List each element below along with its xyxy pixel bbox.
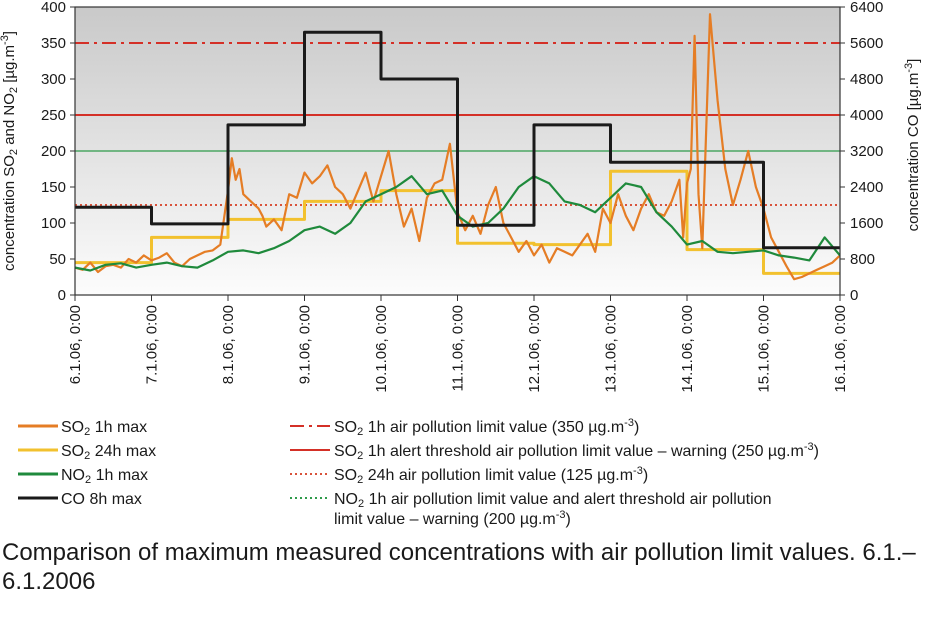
y-left-tick-label: 0 [58, 287, 66, 304]
x-tick-label: 12.1.06, 0:00 [526, 305, 543, 393]
y-left-tick-label: 300 [41, 71, 66, 88]
y-right-tick-label: 6400 [850, 0, 883, 16]
y-left-tick-label: 150 [41, 179, 66, 196]
y-right-tick-label: 0 [850, 287, 858, 304]
chart-caption: Comparison of maximum measured concentra… [2, 539, 916, 595]
x-tick-label: 13.1.06, 0:00 [603, 305, 620, 393]
legend-entry: NO2​ 1h max [61, 467, 148, 486]
y-left-tick-label: 400 [41, 0, 66, 16]
y-right-axis-title: concentration CO [µg.m-3​] [903, 59, 922, 232]
y-right-tick-label: 4800 [850, 71, 883, 88]
legend-entry: NO2​ 1h air pollution limit value and al… [334, 491, 771, 510]
y-right-tick-label: 5600 [850, 35, 883, 52]
x-tick-label: 6.1.06, 0:00 [67, 305, 84, 384]
x-tick-label: 8.1.06, 0:00 [220, 305, 237, 384]
y-right-tick-label: 800 [850, 251, 875, 268]
legend-entry: SO2​ 1h air pollution limit value (350 µ… [334, 417, 639, 438]
x-tick-label: 15.1.06, 0:00 [756, 305, 773, 393]
y-right-tick-label: 1600 [850, 215, 883, 232]
legend-entry: SO2​ 1h alert threshold air pollution li… [334, 441, 819, 462]
legend-entry: CO 8h max [61, 491, 142, 508]
y-left-tick-label: 50 [49, 251, 66, 268]
legend-entry: SO2​ 24h air pollution limit value (125 … [334, 465, 648, 486]
y-left-tick-label: 350 [41, 35, 66, 52]
legend-entry: limit value – warning (200 µg.m-3​) [334, 509, 571, 528]
x-tick-label: 11.1.06, 0:00 [450, 305, 467, 391]
y-right-tick-label: 2400 [850, 179, 883, 196]
x-tick-label: 7.1.06, 0:00 [144, 305, 161, 384]
legend-entry: SO2​ 24h max [61, 443, 156, 462]
y-left-axis-title: concentration SO2​ and NO2​ [µg.m-3​] [0, 31, 20, 271]
y-right-tick-label: 4000 [850, 107, 883, 124]
x-tick-label: 9.1.06, 0:00 [297, 305, 314, 384]
y-right-tick-label: 3200 [850, 143, 883, 160]
y-left-tick-label: 200 [41, 143, 66, 160]
y-left-tick-label: 250 [41, 107, 66, 124]
legend-entry: SO2​ 1h max [61, 419, 147, 438]
x-tick-label: 10.1.06, 0:00 [373, 305, 390, 393]
series-line-3 [75, 30, 840, 250]
y-left-tick-label: 100 [41, 215, 66, 232]
x-tick-label: 14.1.06, 0:00 [679, 305, 696, 393]
x-tick-label: 16.1.06, 0:00 [832, 305, 849, 393]
